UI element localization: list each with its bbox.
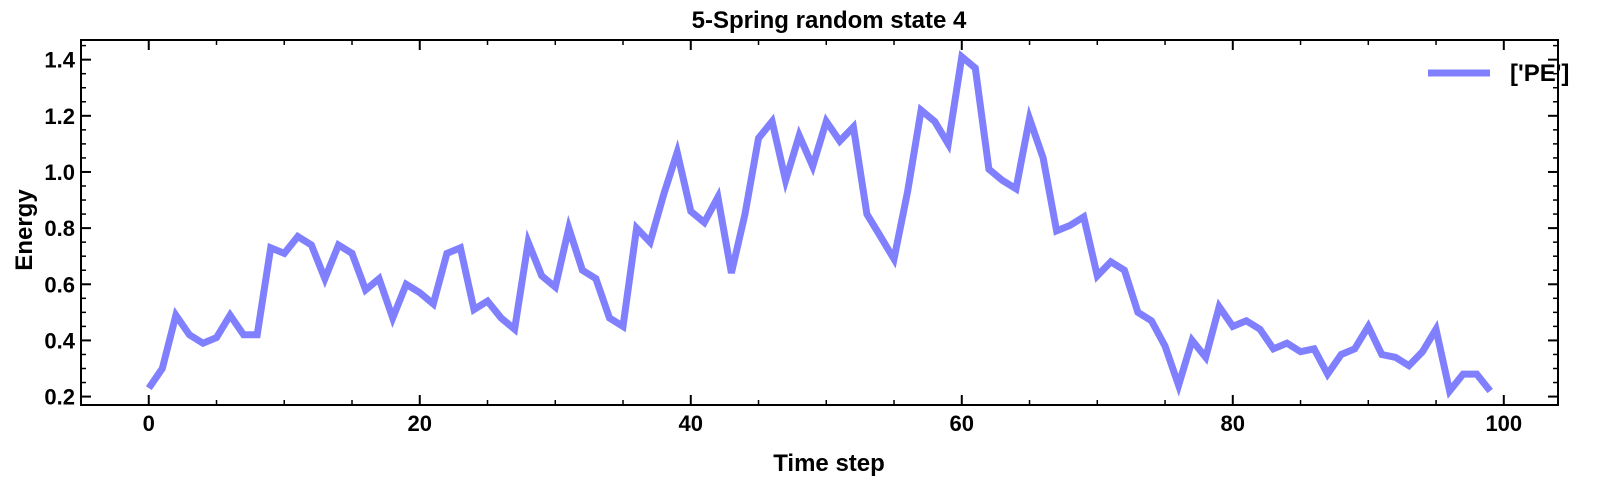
legend: ['PE'] [1428, 60, 1569, 87]
x-axis-label: Time step [773, 450, 885, 477]
x-tick-label: 80 [1221, 411, 1245, 436]
y-tick-label: 0.6 [44, 272, 75, 297]
y-tick-label: 0.8 [44, 216, 75, 241]
y-tick-label: 1.4 [44, 48, 75, 73]
series-line-pe [145, 50, 1493, 399]
y-tick-label: 0.4 [44, 328, 75, 353]
plot-lines [145, 50, 1493, 399]
plot-frame [80, 39, 1559, 406]
x-tick-label: 100 [1485, 411, 1522, 436]
x-tick-label: 20 [408, 411, 432, 436]
chart-title: 5-Spring random state 4 [692, 7, 967, 34]
y-axis-label: Energy [11, 189, 38, 271]
y-tick-label: 0.2 [44, 385, 75, 410]
y-tick-label: 1.0 [44, 160, 75, 185]
axis-ticks: 0 20 40 60 80 100 0.2 0.4 0.6 0.8 1.0 1.2 1.4 [44, 40, 1558, 436]
legend-label: ['PE'] [1510, 60, 1569, 87]
y-tick-label: 1.2 [44, 104, 75, 129]
x-tick-label: 40 [679, 411, 703, 436]
x-tick-label: 0 [143, 411, 155, 436]
x-tick-label: 60 [950, 411, 974, 436]
